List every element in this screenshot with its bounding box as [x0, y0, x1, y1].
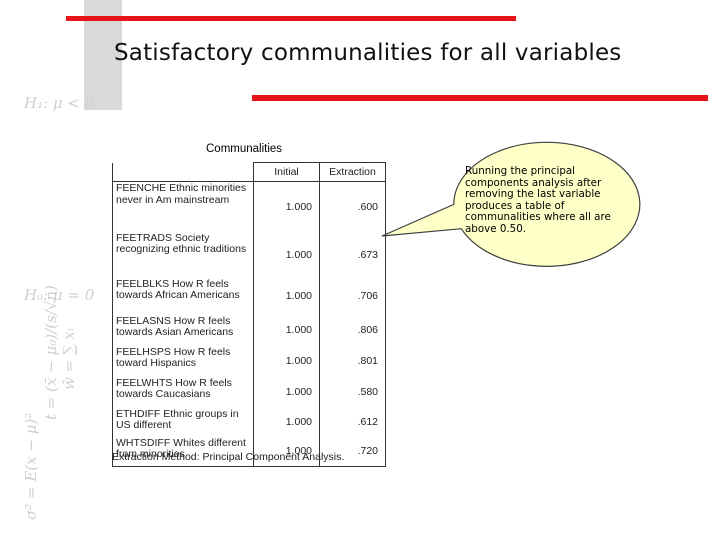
extraction-value-cell: .720 — [319, 436, 386, 467]
extraction-value-cell: .801 — [319, 345, 386, 377]
extraction-value-cell: .600 — [319, 181, 386, 232]
table-row: FEELBLKS How R feels towards African Ame… — [112, 277, 386, 315]
variable-label-cell: FEELASNS How R feels towards Asian Ameri… — [112, 314, 254, 346]
variable-label-cell: FEETRADS Society recognizing ethnic trad… — [112, 231, 254, 278]
table-row: FEETRADS Society recognizing ethnic trad… — [112, 231, 386, 278]
formula-fragment: H₀: μ = 0 — [23, 286, 94, 304]
table-footnote: Extraction Method: Principal Component A… — [112, 451, 345, 463]
formula-fragment: σ² = E(x − μ)² — [22, 413, 40, 520]
red-accent-line-middle — [252, 95, 708, 101]
initial-value-cell: 1.000 — [253, 345, 320, 377]
variable-label-cell: FEELHSPS How R feels toward Hispanics — [112, 345, 254, 377]
extraction-value-cell: .706 — [319, 277, 386, 315]
initial-value-cell: 1.000 — [253, 277, 320, 315]
table-title: Communalities — [206, 143, 283, 155]
formula-fragment: ŵ = ∑ xᵢ — [60, 328, 78, 390]
extraction-value-cell: .806 — [319, 314, 386, 346]
extraction-value-cell: .673 — [319, 231, 386, 278]
formula-watermark: H₁: μ < 0 H₀: μ = 0 ŵ = ∑ xᵢ σ² = E(x − … — [14, 90, 94, 530]
initial-value-cell: 1.000 — [253, 231, 320, 278]
table-row: WHTSDIFF Whites different from minoritie… — [112, 436, 386, 467]
table-row: ETHDIFF Ethnic groups in US different 1.0… — [112, 407, 386, 437]
column-header-initial: Initial — [253, 162, 320, 182]
slide-title: Satisfactory communalities for all varia… — [114, 40, 622, 66]
communalities-table: Initial Extraction FEENCHE Ethnic minori… — [112, 162, 386, 467]
initial-value-cell: 1.000 — [253, 314, 320, 346]
extraction-value-cell: .612 — [319, 407, 386, 437]
table-row: FEENCHE Ethnic minorities never in Am ma… — [112, 181, 386, 232]
column-header-extraction: Extraction — [319, 162, 386, 182]
extraction-value-cell: .580 — [319, 376, 386, 408]
initial-value-cell: 1.000 — [253, 376, 320, 408]
variable-label-cell: FEELBLKS How R feels towards African Ame… — [112, 277, 254, 315]
table-row: FEELWHTS How R feels towards Caucasians 1… — [112, 376, 386, 408]
formula-fragment: t = (x̄ − μ₀)/(s/√n) — [42, 285, 60, 420]
callout-shape — [381, 141, 641, 267]
callout-text: Running the principal components analysi… — [465, 165, 611, 235]
formula-fragment: H₁: μ < 0 — [23, 94, 94, 112]
variable-label-cell: FEELWHTS How R feels towards Caucasians — [112, 376, 254, 408]
table-row: FEELASNS How R feels towards Asian Ameri… — [112, 314, 386, 346]
table-header-row: Initial Extraction — [112, 162, 386, 182]
variable-label-cell: ETHDIFF Ethnic groups in US different — [112, 407, 254, 437]
red-accent-line-top — [66, 16, 516, 21]
table-row: FEELHSPS How R feels toward Hispanics 1.0… — [112, 345, 386, 377]
initial-value-cell: 1.000 — [253, 181, 320, 232]
